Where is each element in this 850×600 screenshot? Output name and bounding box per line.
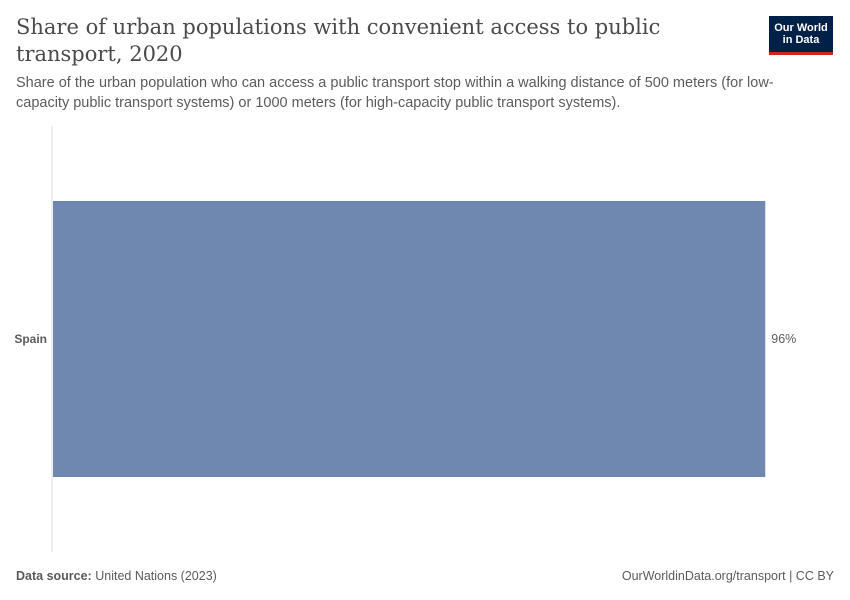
data-source: Data source: United Nations (2023) bbox=[16, 569, 217, 583]
data-source-label: Data source: bbox=[16, 569, 92, 583]
logo-line-1: Our World bbox=[774, 22, 828, 34]
data-source-value[interactable]: United Nations (2023) bbox=[95, 569, 217, 583]
bar-chart: Spain 96% bbox=[14, 126, 796, 552]
footer: Data source: United Nations (2023) OurWo… bbox=[16, 569, 834, 583]
bar-spain[interactable] bbox=[53, 201, 766, 477]
owid-logo[interactable]: Our World in Data bbox=[769, 16, 833, 55]
chart-subtitle: Share of the urban population who can ac… bbox=[16, 75, 774, 111]
logo-line-2: in Data bbox=[782, 34, 820, 46]
url-license[interactable]: OurWorldinData.org/transport | CC BY bbox=[621, 569, 834, 583]
value-label: 96% bbox=[771, 332, 796, 346]
chart-title: Share of urban populations with convenie… bbox=[16, 15, 661, 66]
category-label: Spain bbox=[14, 332, 47, 346]
